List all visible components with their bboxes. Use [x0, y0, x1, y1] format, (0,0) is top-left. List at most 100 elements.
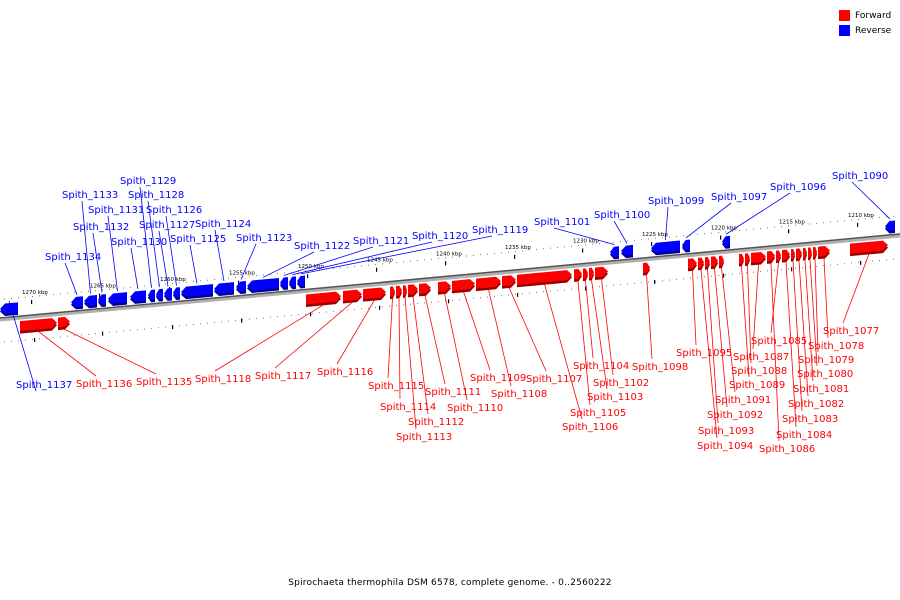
gene-arrow-spith-1130[interactable] [130, 290, 146, 302]
gene-arrow-spith-1092[interactable] [711, 256, 718, 267]
gene-arrow-spith-1099[interactable] [651, 240, 680, 253]
gene-label[interactable]: Spith_1083 [782, 414, 838, 425]
gene-arrow-spith-1136[interactable] [20, 318, 57, 332]
gene-label[interactable]: Spith_1125 [170, 234, 226, 245]
gene-arrow-spith-1084[interactable] [782, 249, 790, 261]
gene-arrow-spith-1122[interactable] [247, 277, 279, 291]
gene-arrow-spith-1127[interactable] [164, 287, 172, 299]
gene-label[interactable]: Spith_1124 [195, 219, 251, 230]
gene-arrow-spith-1115[interactable] [390, 286, 395, 297]
gene-arrow-spith-1106[interactable] [517, 270, 572, 285]
gene-label[interactable]: Spith_1101 [534, 217, 590, 228]
gene-label[interactable]: Spith_1137 [16, 380, 72, 391]
gene-arrow-spith-1097[interactable] [682, 239, 690, 251]
gene-label[interactable]: Spith_1105 [570, 408, 626, 419]
gene-arrow-spith-1117[interactable] [343, 289, 362, 301]
gene-label[interactable]: Spith_1132 [73, 222, 129, 233]
gene-arrow-spith-1107[interactable] [502, 275, 516, 287]
gene-arrow-spith-1104[interactable] [583, 268, 588, 279]
gene-arrow-spith-1083[interactable] [791, 248, 795, 260]
gene-label[interactable]: Spith_1084 [776, 430, 832, 441]
gene-label[interactable]: Spith_1081 [793, 384, 849, 395]
gene-arrow-spith-1102[interactable] [595, 266, 608, 278]
gene-label[interactable]: Spith_1090 [832, 171, 888, 182]
gene-label[interactable]: Spith_1110 [447, 403, 503, 414]
gene-label[interactable]: Spith_1087 [733, 352, 789, 363]
gene-label[interactable]: Spith_1131 [88, 205, 144, 216]
gene-arrow-spith-1120[interactable] [289, 276, 296, 287]
gene-label[interactable]: Spith_1096 [770, 182, 826, 193]
gene-label[interactable]: Spith_1116 [317, 367, 373, 378]
gene-arrow-spith-1086[interactable] [767, 251, 775, 262]
gene-arrow-spith-1135[interactable] [58, 316, 70, 328]
gene-arrow-spith-1103[interactable] [589, 267, 594, 279]
gene-arrow-spith-1081[interactable] [803, 247, 807, 259]
gene-label[interactable]: Spith_1078 [808, 341, 864, 352]
gene-arrow-spith-1121[interactable] [280, 277, 288, 288]
gene-label[interactable]: Spith_1135 [136, 377, 192, 388]
gene-arrow-spith-1134[interactable] [71, 296, 83, 307]
gene-label[interactable]: Spith_1080 [797, 369, 853, 380]
gene-arrow-spith-1093[interactable] [705, 256, 710, 268]
gene-label[interactable]: Spith_1097 [711, 192, 767, 203]
gene-label[interactable]: Spith_1104 [573, 361, 629, 372]
gene-label[interactable]: Spith_1089 [729, 380, 785, 391]
gene-arrow-spith-1118[interactable] [306, 291, 341, 305]
gene-arrow-spith-1111[interactable] [419, 283, 431, 294]
gene-label[interactable]: Spith_1109 [470, 373, 526, 384]
gene-label[interactable]: Spith_1136 [76, 379, 132, 390]
gene-arrow-spith-1124[interactable] [214, 282, 234, 294]
gene-arrow-spith-1089[interactable] [739, 253, 744, 265]
gene-arrow-spith-1085[interactable] [776, 250, 781, 261]
gene-arrow-spith-1129[interactable] [148, 289, 155, 300]
gene-label[interactable]: Spith_1120 [412, 231, 468, 242]
gene-label[interactable]: Spith_1108 [491, 389, 547, 400]
gene-label[interactable]: Spith_1118 [195, 374, 251, 385]
gene-arrow-spith-1082[interactable] [796, 248, 802, 259]
gene-label[interactable]: Spith_1093 [698, 426, 754, 437]
gene-arrow-spith-1132[interactable] [98, 294, 106, 305]
gene-label[interactable]: Spith_1130 [111, 237, 167, 248]
gene-arrow-spith-1137[interactable] [0, 302, 18, 314]
gene-label[interactable]: Spith_1134 [45, 252, 101, 263]
gene-arrow-spith-1090[interactable] [885, 220, 895, 231]
gene-label[interactable]: Spith_1133 [62, 190, 118, 201]
gene-label[interactable]: Spith_1082 [788, 399, 844, 410]
gene-label[interactable]: Spith_1128 [128, 190, 184, 201]
gene-label[interactable]: Spith_1122 [294, 241, 350, 252]
gene-arrow-spith-1091[interactable] [719, 255, 724, 266]
gene-label[interactable]: Spith_1119 [472, 225, 528, 236]
gene-arrow-spith-1077[interactable] [850, 240, 888, 254]
gene-arrow-spith-1128[interactable] [156, 288, 163, 300]
gene-arrow-spith-1088[interactable] [745, 253, 750, 264]
gene-label[interactable]: Spith_1115 [368, 381, 424, 392]
gene-label[interactable]: Spith_1099 [648, 196, 704, 207]
gene-label[interactable]: Spith_1095 [676, 348, 732, 359]
gene-arrow-spith-1101[interactable] [610, 246, 619, 257]
gene-arrow-spith-1123[interactable] [236, 281, 246, 292]
gene-label[interactable]: Spith_1086 [759, 444, 815, 455]
gene-arrow-spith-1110[interactable] [438, 281, 451, 293]
gene-arrow-spith-1094[interactable] [698, 257, 704, 268]
gene-arrow-spith-1095[interactable] [688, 258, 697, 269]
gene-arrow-spith-1079[interactable] [813, 246, 817, 258]
gene-label[interactable]: Spith_1117 [255, 371, 311, 382]
gene-label[interactable]: Spith_1129 [120, 176, 176, 187]
gene-label[interactable]: Spith_1102 [593, 378, 649, 389]
gene-arrow-spith-1125[interactable] [181, 284, 213, 297]
gene-arrow-spith-1087[interactable] [751, 251, 766, 263]
gene-arrow-spith-1108[interactable] [476, 276, 501, 289]
gene-arrow-spith-1105[interactable] [574, 269, 582, 280]
gene-arrow-spith-1126[interactable] [173, 287, 180, 298]
gene-label[interactable]: Spith_1113 [396, 432, 452, 443]
gene-label[interactable]: Spith_1126 [146, 205, 202, 216]
gene-arrow-spith-1131[interactable] [108, 292, 127, 304]
gene-arrow-spith-1080[interactable] [808, 247, 812, 258]
gene-arrow-spith-1116[interactable] [363, 287, 386, 300]
gene-label[interactable]: Spith_1092 [707, 410, 763, 421]
gene-label[interactable]: Spith_1112 [408, 417, 464, 428]
gene-arrow-spith-1100[interactable] [621, 244, 633, 256]
gene-label[interactable]: Spith_1077 [823, 326, 879, 337]
gene-arrow-spith-1109[interactable] [452, 279, 475, 291]
gene-label[interactable]: Spith_1106 [562, 422, 618, 433]
